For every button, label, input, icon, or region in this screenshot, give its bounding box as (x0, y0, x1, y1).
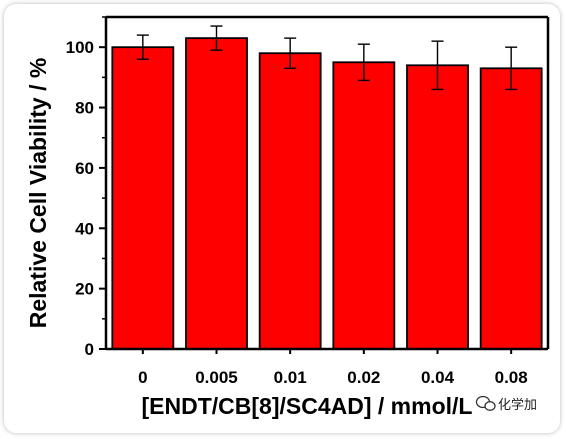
bar-0 (111, 46, 175, 350)
y-tick-label: 20 (75, 280, 94, 299)
error-bars-layer (136, 25, 518, 91)
x-tick-label: 0 (138, 368, 147, 387)
y-tick-label: 80 (75, 99, 94, 118)
x-tick-label: 0.04 (421, 368, 455, 387)
x-tick-label: 0.02 (347, 368, 380, 387)
error-bar-0.04 (431, 40, 444, 91)
y-tick-label: 60 (75, 159, 94, 178)
error-bar-0.02 (357, 43, 370, 82)
x-tick-label: 0.01 (274, 368, 307, 387)
y-ticks-layer: 0 20 40 60 80 100 (66, 16, 106, 359)
error-bar-0.005 (210, 25, 223, 51)
bar-0.01 (258, 52, 322, 350)
y-tick-label: 100 (66, 38, 94, 57)
bar-0.04 (406, 64, 469, 350)
axes-layer (104, 15, 550, 351)
watermark-text: 化学加 (498, 397, 537, 413)
bar-0.08 (479, 67, 543, 350)
y-tick-label: 40 (75, 219, 94, 238)
bars-layer (111, 37, 543, 350)
wechat-bubble-icon (475, 395, 496, 411)
error-bar-0 (136, 34, 149, 60)
x-tick-label: 0.005 (195, 368, 238, 387)
x-axis-title: [ENDT/CB[8]/SC4AD] / mmol/L (142, 393, 473, 419)
watermark: 化学加 (475, 395, 537, 413)
y-tick-label: 0 (85, 340, 94, 359)
x-ticks-layer: 0 0.005 0.01 0.02 0.04 0.08 (138, 349, 528, 387)
bar-0.02 (332, 61, 396, 350)
error-bar-0.01 (284, 37, 297, 70)
x-tick-label: 0.08 (495, 368, 528, 387)
bar-0.005 (185, 37, 248, 350)
y-axis-title: Relative Cell Viability / % (25, 58, 51, 329)
error-bar-0.08 (505, 46, 518, 91)
